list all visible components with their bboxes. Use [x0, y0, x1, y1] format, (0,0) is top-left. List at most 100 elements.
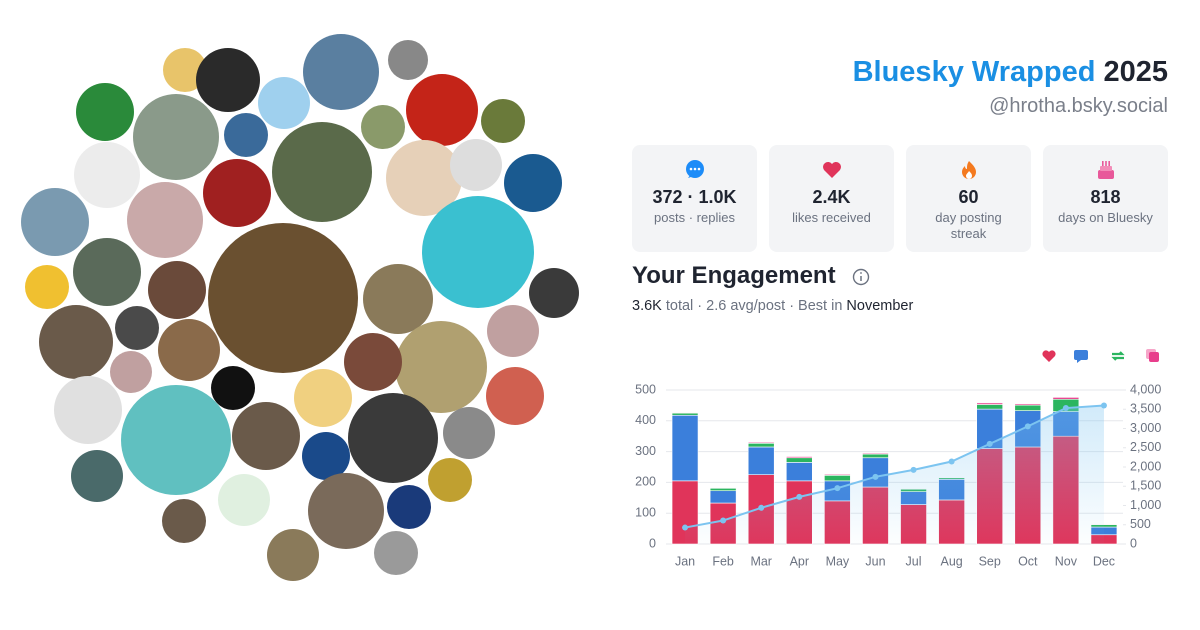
- bar-segment: [747, 446, 775, 476]
- avatar[interactable]: [162, 499, 206, 543]
- avatar[interactable]: [158, 319, 220, 381]
- avatar[interactable]: [303, 34, 379, 110]
- bar-segment: [1052, 397, 1080, 400]
- avatar[interactable]: [73, 238, 141, 306]
- avatar[interactable]: [529, 268, 579, 318]
- line-point: [1024, 423, 1031, 430]
- avatar[interactable]: [486, 367, 544, 425]
- legend-reposts-icon[interactable]: [1111, 351, 1125, 361]
- avatar[interactable]: [196, 48, 260, 112]
- legend: [1042, 349, 1159, 363]
- bar-segment: [671, 412, 699, 414]
- bar-segment: [824, 475, 851, 482]
- avatar[interactable]: [387, 485, 431, 529]
- avatar[interactable]: [71, 450, 123, 502]
- avatar[interactable]: [308, 473, 384, 549]
- avatar[interactable]: [218, 474, 270, 526]
- avatar[interactable]: [272, 122, 372, 222]
- avatar[interactable]: [361, 105, 405, 149]
- avatar[interactable]: [294, 369, 352, 427]
- avatar[interactable]: [406, 74, 478, 146]
- avatar[interactable]: [211, 366, 255, 410]
- avatar[interactable]: [121, 385, 231, 495]
- avatar[interactable]: [148, 261, 206, 319]
- avatar[interactable]: [388, 40, 428, 80]
- avatar[interactable]: [481, 99, 525, 143]
- line-point: [1100, 402, 1107, 409]
- avatar[interactable]: [422, 196, 534, 308]
- avatar[interactable]: [208, 223, 358, 373]
- bar-segment: [671, 414, 699, 482]
- avatar[interactable]: [39, 305, 113, 379]
- stat-value: 2.4K: [812, 187, 851, 207]
- x-tick-label: Apr: [790, 554, 809, 568]
- avatar[interactable]: [302, 432, 350, 480]
- avatar[interactable]: [363, 264, 433, 334]
- total-value: 3.6K: [632, 298, 662, 314]
- avatar[interactable]: [224, 113, 268, 157]
- stat-label: days on Bluesky: [1058, 210, 1153, 225]
- avatar[interactable]: [267, 529, 319, 581]
- avatar[interactable]: [428, 458, 472, 502]
- x-tick-label: Nov: [1055, 554, 1078, 568]
- avatar[interactable]: [374, 531, 418, 575]
- stat-card: 818 days on Bluesky: [1043, 145, 1168, 252]
- stat-label: likes received: [792, 210, 871, 225]
- stat-label: day posting streak: [935, 210, 1002, 241]
- line-point: [948, 458, 955, 465]
- bar-segment: [785, 456, 813, 459]
- stat-card: 372 · 1.0K posts · replies: [632, 145, 757, 252]
- y2-tick-label: 0: [1130, 536, 1137, 550]
- stat-card: 60 day posting streak: [906, 145, 1031, 252]
- line-point: [834, 485, 841, 492]
- legend-likes-icon[interactable]: [1042, 350, 1056, 362]
- legend-replies-icon[interactable]: [1074, 350, 1088, 363]
- y2-tick-label: 1,000: [1130, 498, 1161, 512]
- avatar[interactable]: [54, 376, 122, 444]
- avatar[interactable]: [443, 407, 495, 459]
- y-tick-label: 500: [635, 382, 656, 396]
- line-point: [720, 517, 727, 524]
- bar-segment: [976, 402, 1004, 405]
- avatar[interactable]: [258, 77, 310, 129]
- avatar[interactable]: [386, 140, 462, 216]
- summary: total · 2.6 avg/post · Best in: [665, 298, 843, 314]
- avatar[interactable]: [21, 188, 89, 256]
- avatar[interactable]: [110, 351, 152, 393]
- avatar[interactable]: [74, 142, 140, 208]
- stat-label: posts · replies: [654, 210, 735, 225]
- bar-segment: [862, 452, 889, 455]
- y-tick-label: 0: [649, 536, 656, 550]
- y2-tick-label: 3,500: [1130, 402, 1161, 416]
- avatar[interactable]: [76, 83, 134, 141]
- avatar[interactable]: [232, 402, 300, 470]
- stat-value: 372 · 1.0K: [652, 187, 737, 207]
- avatar[interactable]: [395, 321, 487, 413]
- y2-tick-label: 2,000: [1130, 459, 1161, 473]
- y2-tick-label: 2,500: [1130, 440, 1161, 454]
- info-icon[interactable]: [852, 268, 870, 286]
- avatar[interactable]: [344, 333, 402, 391]
- engagement-chart: 0 100 200 300 400 500 0 500 1,000 1,500 2,000 2,500…: [635, 382, 1161, 568]
- title: Bluesky Wrapped 2025: [853, 56, 1168, 89]
- avatar[interactable]: [115, 306, 159, 350]
- bar-segment: [1014, 403, 1042, 406]
- avatar[interactable]: [203, 159, 271, 227]
- section-title: Your Engagement: [632, 262, 836, 289]
- bar-segment: [747, 442, 775, 448]
- avatar[interactable]: [133, 94, 219, 180]
- x-tick-label: Jul: [906, 554, 922, 568]
- avatar[interactable]: [504, 154, 562, 212]
- stat-value: 60: [958, 187, 979, 207]
- bar-segment: [785, 457, 813, 463]
- avatar[interactable]: [450, 139, 502, 191]
- avatar[interactable]: [127, 182, 203, 258]
- avatar[interactable]: [163, 48, 207, 92]
- stat-value: 818: [1090, 187, 1121, 207]
- x-tick-label: Sep: [979, 554, 1001, 568]
- avatar[interactable]: [354, 220, 390, 256]
- avatar[interactable]: [25, 265, 69, 309]
- avatar[interactable]: [348, 393, 438, 483]
- bar-segment: [709, 487, 737, 489]
- avatar[interactable]: [487, 305, 539, 357]
